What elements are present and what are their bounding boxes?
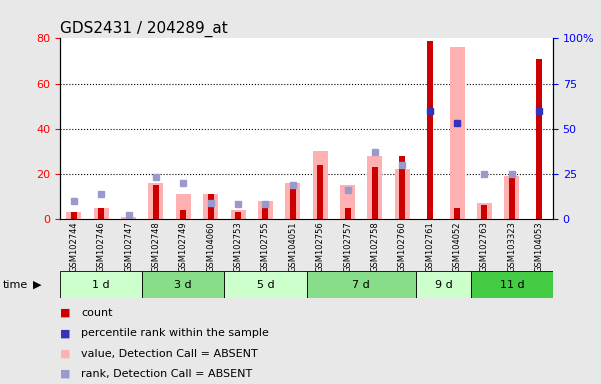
- Text: GSM103323: GSM103323: [507, 222, 516, 272]
- Text: ▶: ▶: [33, 280, 41, 290]
- Text: percentile rank within the sample: percentile rank within the sample: [81, 328, 269, 338]
- Text: 9 d: 9 d: [435, 280, 453, 290]
- Bar: [536, 59, 542, 219]
- Text: ■: ■: [60, 328, 70, 338]
- Text: 5 d: 5 d: [257, 280, 274, 290]
- Text: GSM102761: GSM102761: [426, 222, 434, 272]
- Bar: [258, 201, 273, 219]
- Bar: [231, 210, 246, 219]
- Text: 1 d: 1 d: [93, 280, 110, 290]
- Bar: [307, 271, 416, 298]
- Text: ■: ■: [60, 369, 70, 379]
- Bar: [203, 194, 218, 219]
- Bar: [399, 156, 405, 219]
- Text: ■: ■: [60, 349, 70, 359]
- Bar: [98, 208, 104, 219]
- Text: GSM102756: GSM102756: [316, 222, 325, 272]
- Text: GSM102753: GSM102753: [234, 222, 243, 272]
- Bar: [71, 212, 77, 219]
- Bar: [121, 217, 136, 219]
- Text: GDS2431 / 204289_at: GDS2431 / 204289_at: [60, 21, 228, 37]
- Bar: [285, 183, 300, 219]
- Text: GSM102760: GSM102760: [398, 222, 407, 272]
- Bar: [235, 212, 241, 219]
- Text: GSM102749: GSM102749: [179, 222, 188, 272]
- Text: GSM102755: GSM102755: [261, 222, 270, 272]
- Bar: [340, 185, 355, 219]
- Bar: [427, 41, 433, 219]
- Bar: [148, 183, 163, 219]
- Bar: [317, 165, 323, 219]
- Text: GSM102744: GSM102744: [69, 222, 78, 272]
- Text: GSM104052: GSM104052: [453, 222, 462, 272]
- Text: rank, Detection Call = ABSENT: rank, Detection Call = ABSENT: [81, 369, 252, 379]
- Bar: [416, 271, 471, 298]
- Text: ■: ■: [60, 308, 70, 318]
- Bar: [471, 271, 553, 298]
- Bar: [454, 208, 460, 219]
- Text: GSM104053: GSM104053: [535, 222, 544, 272]
- Bar: [142, 271, 224, 298]
- Bar: [180, 210, 186, 219]
- Bar: [208, 194, 214, 219]
- Bar: [175, 194, 191, 219]
- Text: value, Detection Call = ABSENT: value, Detection Call = ABSENT: [81, 349, 258, 359]
- Text: GSM102747: GSM102747: [124, 222, 133, 272]
- Bar: [313, 151, 328, 219]
- Text: GSM102757: GSM102757: [343, 222, 352, 272]
- Text: 3 d: 3 d: [174, 280, 192, 290]
- Bar: [504, 176, 519, 219]
- Text: 11 d: 11 d: [499, 280, 524, 290]
- Bar: [344, 208, 350, 219]
- Bar: [224, 271, 307, 298]
- Text: 7 d: 7 d: [352, 280, 370, 290]
- Bar: [66, 212, 81, 219]
- Text: GSM102748: GSM102748: [151, 222, 160, 272]
- Text: GSM102763: GSM102763: [480, 222, 489, 272]
- Bar: [481, 205, 487, 219]
- Bar: [509, 174, 515, 219]
- Bar: [477, 203, 492, 219]
- Bar: [94, 208, 109, 219]
- Text: GSM104060: GSM104060: [206, 222, 215, 272]
- Bar: [450, 47, 465, 219]
- Text: GSM104051: GSM104051: [288, 222, 297, 272]
- Text: count: count: [81, 308, 112, 318]
- Text: GSM102746: GSM102746: [97, 222, 106, 272]
- Bar: [60, 271, 142, 298]
- Bar: [367, 156, 382, 219]
- Bar: [290, 183, 296, 219]
- Bar: [126, 214, 132, 219]
- Bar: [372, 167, 378, 219]
- Text: GSM102758: GSM102758: [370, 222, 379, 272]
- Text: time: time: [3, 280, 28, 290]
- Bar: [395, 169, 410, 219]
- Bar: [153, 185, 159, 219]
- Bar: [263, 208, 269, 219]
